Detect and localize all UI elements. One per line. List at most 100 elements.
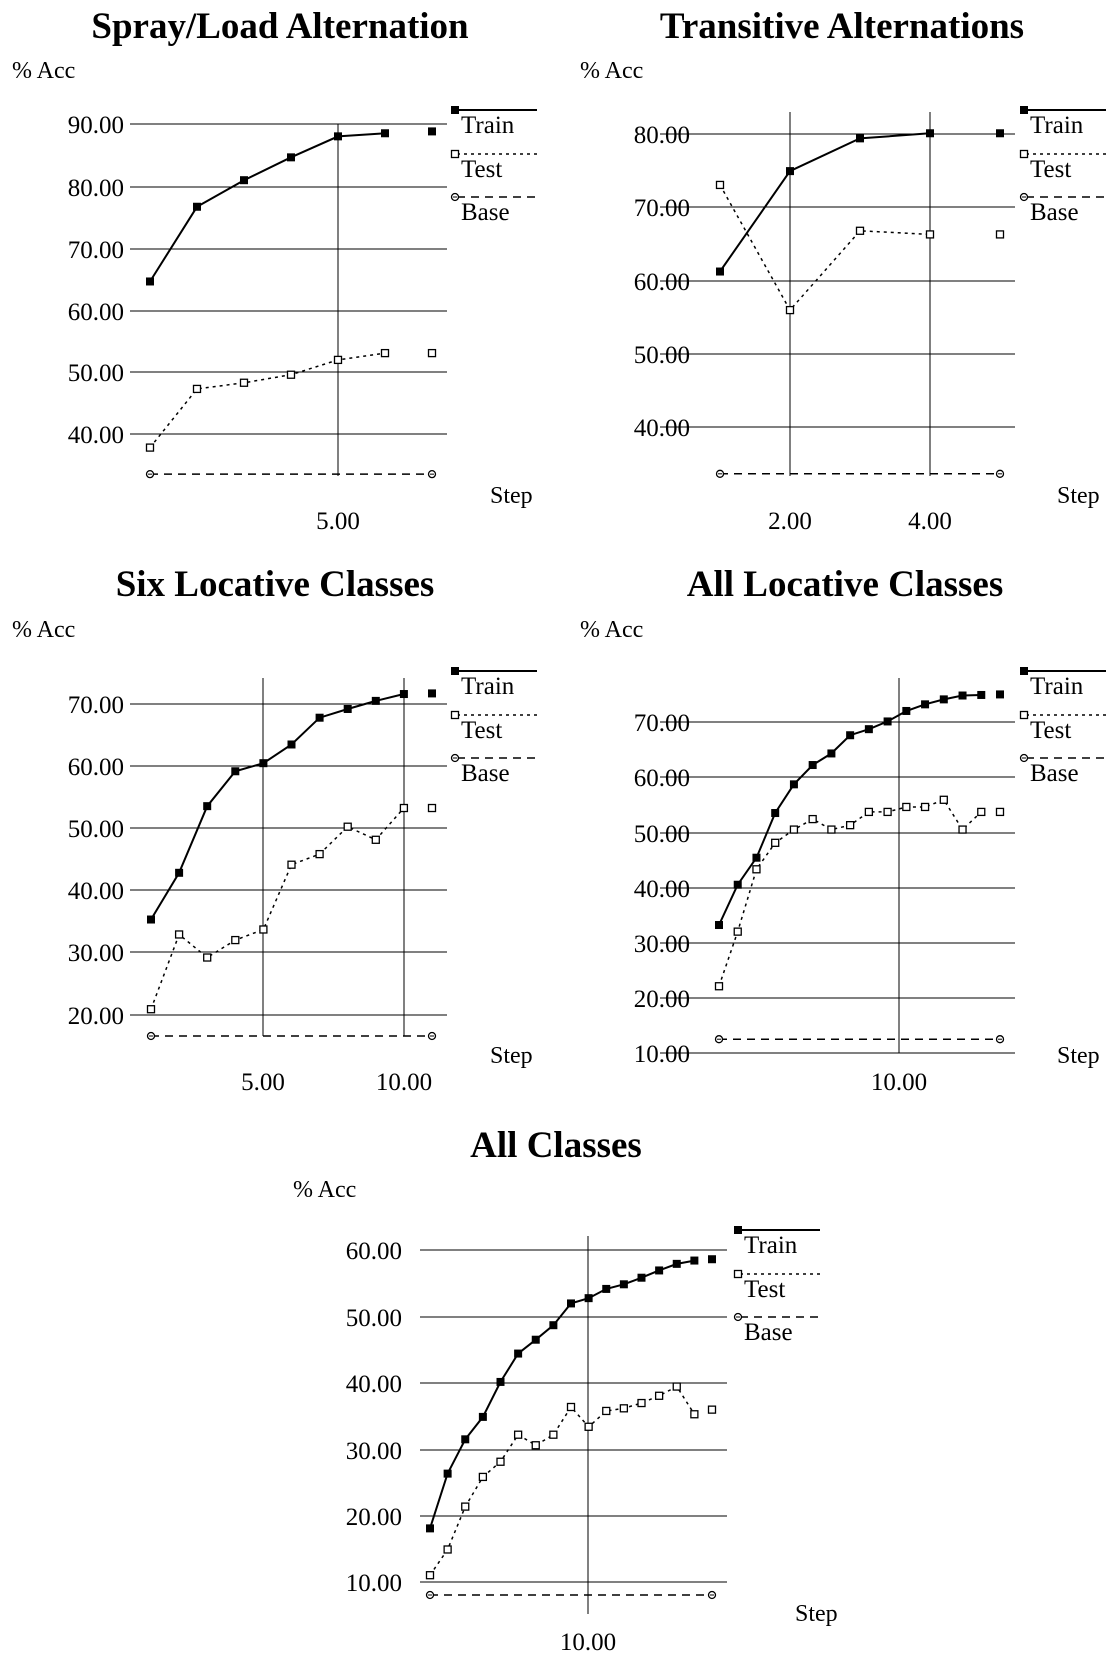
y-tick-label: 20.00 <box>68 1003 124 1030</box>
test-marker-4 <box>333 355 343 365</box>
chart-title: Transitive Alternations <box>660 6 1024 47</box>
chart-4: All Classes % Acc Step 10.00 20.00 30.00 40.00… <box>293 1125 838 1656</box>
test-marker-1 <box>785 305 795 315</box>
train-marker-7 <box>343 704 352 713</box>
test-marker-8 <box>864 807 874 817</box>
train-marker-16 <box>708 1255 716 1264</box>
x-axis-label: Step <box>490 483 533 509</box>
series-line-train <box>150 693 405 921</box>
train-marker-legend <box>1020 106 1028 114</box>
y-tick-label: 20.00 <box>346 1504 402 1531</box>
base-marker-0 <box>146 1031 156 1041</box>
series-test <box>425 1382 717 1580</box>
legend-label-test: Test <box>1030 156 1071 183</box>
train-marker-legend <box>734 1226 742 1234</box>
test-marker-15 <box>690 1410 699 1419</box>
y-tick-label: 40.00 <box>346 1371 402 1398</box>
test-marker-0 <box>145 443 155 452</box>
test-marker-7 <box>549 1430 558 1439</box>
test-marker-12 <box>939 795 948 804</box>
train-marker-legend <box>451 106 459 114</box>
series-test <box>714 795 1005 991</box>
train-marker-9 <box>584 1294 593 1303</box>
test-marker-2 <box>239 378 249 387</box>
train-marker-13 <box>655 1266 664 1275</box>
train-marker-1 <box>443 1469 452 1478</box>
y-tick-label: 40.00 <box>68 422 124 449</box>
test-marker-3 <box>231 935 240 945</box>
legend-label-test: Test <box>744 1276 785 1303</box>
base-marker-1 <box>995 1035 1005 1044</box>
y-axis-label: % Acc <box>12 58 75 84</box>
y-tick-label: 90.00 <box>68 112 124 139</box>
base-marker-legend <box>1019 192 1029 202</box>
series-base <box>146 1031 437 1041</box>
legend: Train Test Base <box>450 106 537 226</box>
test-marker-15 <box>995 807 1005 817</box>
base-marker-0 <box>715 469 725 478</box>
y-tick-label: 10.00 <box>634 1041 690 1068</box>
test-marker-4 <box>995 230 1005 239</box>
test-marker-0 <box>146 1005 156 1014</box>
train-marker-11 <box>619 1280 628 1289</box>
y-tick-label: 30.00 <box>68 940 124 967</box>
test-marker-2 <box>752 865 761 874</box>
chart-1: Transitive Alternations % Acc Step 40.00 50.… <box>580 6 1106 535</box>
base-marker-0 <box>425 1590 435 1600</box>
test-marker-6 <box>827 825 836 834</box>
y-tick-label: 80.00 <box>634 122 690 149</box>
test-marker-legend <box>450 149 460 159</box>
train-marker-4 <box>996 129 1004 138</box>
train-marker-3 <box>771 809 780 818</box>
chart-title: Spray/Load Alternation <box>91 6 469 47</box>
x-axis-label: Step <box>1057 483 1100 509</box>
test-marker-9 <box>399 803 409 813</box>
series-train <box>426 1255 716 1533</box>
test-marker-10 <box>427 803 437 813</box>
series-line-train <box>718 694 982 926</box>
test-marker-6 <box>427 348 437 358</box>
train-marker-4 <box>259 759 268 768</box>
series-base <box>714 1035 1005 1044</box>
train-marker-3 <box>926 129 934 138</box>
y-tick-label: 40.00 <box>634 415 690 442</box>
series-base <box>145 469 437 479</box>
series-base <box>715 469 1005 478</box>
train-marker-5 <box>381 129 389 138</box>
y-tick-label: 50.00 <box>634 342 690 369</box>
test-marker-1 <box>174 930 184 939</box>
series-line-test <box>150 807 405 1010</box>
train-marker-1 <box>175 868 184 877</box>
test-marker-legend <box>1019 710 1029 720</box>
legend-label-base: Base <box>1030 199 1079 226</box>
x-tick-label: 5.00 <box>241 1069 285 1096</box>
base-marker-legend <box>733 1312 743 1322</box>
test-marker-1 <box>443 1545 452 1554</box>
series-line-train <box>149 132 386 283</box>
test-marker-0 <box>425 1571 435 1580</box>
test-marker-0 <box>714 982 724 991</box>
series-base <box>425 1590 717 1600</box>
test-marker-3 <box>286 370 296 379</box>
test-marker-9 <box>584 1422 593 1431</box>
legend-label-train: Train <box>1030 112 1084 139</box>
base-marker-1 <box>995 469 1005 478</box>
x-axis-label: Step <box>795 1601 838 1627</box>
train-marker-14 <box>977 690 986 699</box>
train-marker-0 <box>146 277 154 286</box>
train-marker-1 <box>786 167 794 176</box>
legend-label-train: Train <box>1030 673 1084 700</box>
test-marker-11 <box>920 802 930 812</box>
y-tick-label: 40.00 <box>634 876 690 903</box>
base-marker-legend <box>1019 753 1029 763</box>
y-axis-label: % Acc <box>293 1177 356 1203</box>
test-marker-4 <box>789 825 799 834</box>
x-axis-label: Step <box>1057 1043 1100 1069</box>
y-axis-label: % Acc <box>580 617 643 643</box>
train-marker-4 <box>496 1377 505 1386</box>
base-marker-1 <box>427 1031 437 1041</box>
series-line-train <box>429 1259 695 1529</box>
legend: Train Test Base <box>1019 667 1106 787</box>
train-marker-14 <box>672 1259 681 1268</box>
x-tick-label: 10.00 <box>376 1069 432 1096</box>
